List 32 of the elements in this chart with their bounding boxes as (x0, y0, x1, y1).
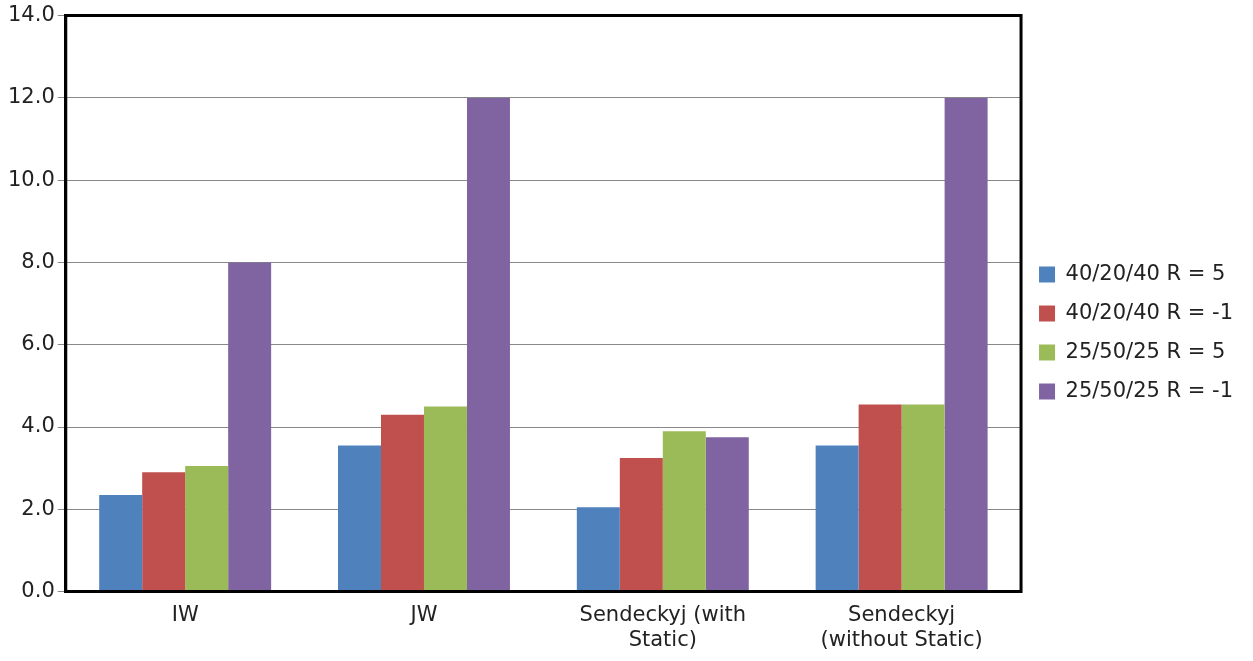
bar (185, 466, 229, 592)
bar (381, 414, 424, 592)
bar (619, 457, 663, 592)
y-tick-label: 10.0 (7, 166, 55, 191)
legend-label: 25/50/25 R = 5 (1065, 338, 1226, 363)
bar (944, 97, 988, 592)
bar (423, 406, 467, 592)
y-tick-label: 6.0 (21, 331, 55, 356)
x-tick-label: IW (171, 601, 199, 626)
y-tick-label: 2.0 (21, 495, 55, 520)
bar (99, 494, 143, 592)
legend-label: 25/50/25 R = -1 (1065, 377, 1233, 402)
bar (576, 507, 620, 592)
y-tick-label: 4.0 (21, 413, 55, 438)
bar (662, 431, 706, 592)
y-tick-label: 0.0 (21, 578, 55, 603)
bar (815, 445, 859, 592)
y-tick-label: 14.0 (7, 2, 55, 27)
x-tick-label: JW (408, 601, 438, 626)
bar (466, 97, 510, 592)
y-tick-label: 8.0 (21, 248, 55, 273)
legend-label: 40/20/40 R = -1 (1065, 299, 1233, 324)
bar (338, 445, 381, 592)
bar (142, 472, 186, 592)
bar (705, 437, 749, 592)
x-tick-label: Sendeckyj (without Static) (820, 601, 983, 651)
x-tick-label: Sendeckyj (with Static) (579, 601, 747, 651)
bar (228, 262, 272, 592)
legend-label: 40/20/40 R = 5 (1065, 260, 1226, 285)
y-tick-label: 12.0 (7, 84, 55, 109)
bar (901, 404, 945, 592)
bar (858, 404, 902, 592)
